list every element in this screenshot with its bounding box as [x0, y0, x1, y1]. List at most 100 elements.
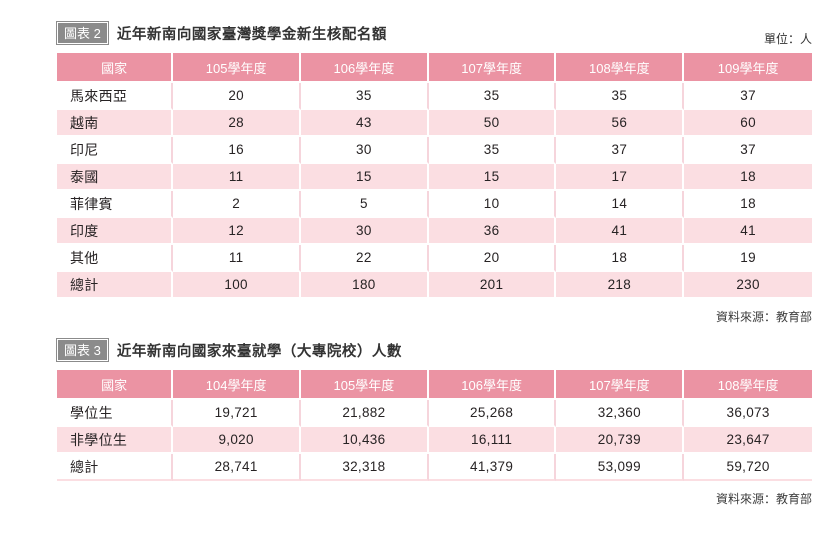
data-cell: 19 — [684, 245, 812, 272]
row-label: 學位生 — [57, 400, 174, 427]
data-cell: 53,099 — [556, 454, 685, 481]
data-cell: 20,739 — [556, 427, 685, 454]
row-label: 越南 — [57, 110, 174, 137]
row-label: 菲律賓 — [57, 191, 174, 218]
data-cell: 10,436 — [301, 427, 429, 454]
data-cell: 37 — [684, 83, 812, 110]
table-row: 其他 11 22 20 18 19 — [57, 245, 812, 272]
header-row: 國家 104學年度 105學年度 106學年度 107學年度 108學年度 — [57, 370, 812, 400]
table-row: 馬來西亞 20 35 35 35 37 — [57, 83, 812, 110]
table-row: 總計 28,741 32,318 41,379 53,099 59,720 — [57, 454, 812, 481]
table-row: 印尼 16 30 35 37 37 — [57, 137, 812, 164]
column-header: 108學年度 — [684, 370, 812, 400]
data-cell: 37 — [684, 137, 812, 164]
table-row: 學位生 19,721 21,882 25,268 32,360 36,073 — [57, 400, 812, 427]
table-row: 菲律賓 2 5 10 14 18 — [57, 191, 812, 218]
table-row: 非學位生 9,020 10,436 16,111 20,739 23,647 — [57, 427, 812, 454]
data-cell: 18 — [556, 245, 685, 272]
column-header: 109學年度 — [684, 53, 812, 83]
data-cell: 12 — [173, 218, 301, 245]
row-label: 總計 — [57, 454, 174, 481]
data-cell: 59,720 — [684, 454, 812, 481]
row-label: 泰國 — [57, 164, 174, 191]
data-cell: 35 — [556, 83, 685, 110]
column-header: 108學年度 — [556, 53, 685, 83]
data-cell: 2 — [173, 191, 301, 218]
table3-source: 資料來源：教育部 — [715, 492, 812, 506]
data-cell: 218 — [556, 272, 685, 299]
table-row: 總計 100 180 201 218 230 — [57, 272, 812, 299]
data-cell: 36,073 — [684, 400, 812, 427]
document-page: 圖表 2 近年新南向國家臺灣獎學金新生核配名額 單位：人 國家 105學年度 106… — [56, 21, 812, 517]
data-cell: 10 — [428, 191, 557, 218]
data-cell: 43 — [301, 110, 429, 137]
data-cell: 201 — [428, 272, 557, 299]
data-cell: 5 — [301, 191, 429, 218]
row-label: 馬來西亞 — [57, 83, 174, 110]
row-label: 非學位生 — [57, 427, 174, 454]
data-cell: 35 — [428, 137, 557, 164]
data-cell: 230 — [684, 272, 812, 299]
row-label: 其他 — [57, 245, 174, 272]
data-cell: 28 — [173, 110, 301, 137]
data-cell: 100 — [173, 272, 301, 299]
table-row: 泰國 11 15 15 17 18 — [57, 164, 812, 191]
data-cell: 30 — [301, 218, 429, 245]
data-cell: 14 — [556, 191, 685, 218]
column-header: 國家 — [57, 53, 174, 83]
students-table-section: 圖表 3 近年新南向國家來臺就學（大專院校）人數 國家 104學年度 105學年度 1… — [56, 338, 812, 517]
column-header: 104學年度 — [173, 370, 301, 400]
data-cell: 23,647 — [684, 427, 812, 454]
data-cell: 41 — [556, 218, 685, 245]
data-cell: 15 — [428, 164, 557, 191]
data-cell: 30 — [301, 137, 429, 164]
data-cell: 37 — [556, 137, 685, 164]
table2-source: 資料來源：教育部 — [715, 310, 812, 324]
column-header: 107學年度 — [428, 53, 557, 83]
data-cell: 32,318 — [301, 454, 429, 481]
table2-title-row: 圖表 2 近年新南向國家臺灣獎學金新生核配名額 單位：人 — [56, 21, 812, 46]
data-cell: 28,741 — [173, 454, 301, 481]
column-header: 107學年度 — [556, 370, 685, 400]
row-label: 印尼 — [57, 137, 174, 164]
data-cell: 32,360 — [556, 400, 685, 427]
table2-title: 近年新南向國家臺灣獎學金新生核配名額 — [116, 26, 387, 43]
table-row: 印度 12 30 36 41 41 — [57, 218, 812, 245]
row-label: 總計 — [57, 272, 174, 299]
data-cell: 36 — [428, 218, 557, 245]
data-cell: 20 — [428, 245, 557, 272]
data-cell: 15 — [301, 164, 429, 191]
data-cell: 35 — [428, 83, 557, 110]
unit-label: 單位：人 — [763, 32, 812, 46]
data-cell: 17 — [556, 164, 685, 191]
table3-title: 近年新南向國家來臺就學（大專院校）人數 — [116, 343, 402, 360]
row-label: 印度 — [57, 218, 174, 245]
data-cell: 16,111 — [428, 427, 557, 454]
data-cell: 60 — [684, 110, 812, 137]
data-cell: 22 — [301, 245, 429, 272]
data-cell: 18 — [684, 191, 812, 218]
data-cell: 35 — [301, 83, 429, 110]
scholarship-table-section: 圖表 2 近年新南向國家臺灣獎學金新生核配名額 單位：人 國家 105學年度 106… — [56, 21, 812, 335]
data-cell: 11 — [173, 164, 301, 191]
data-cell: 9,020 — [173, 427, 301, 454]
data-cell: 21,882 — [301, 400, 429, 427]
scholarship-quota-table: 國家 105學年度 106學年度 107學年度 108學年度 109學年度 馬來西亞 20 35… — [57, 53, 812, 299]
column-header: 105學年度 — [173, 53, 301, 83]
data-cell: 11 — [173, 245, 301, 272]
students-count-table: 國家 104學年度 105學年度 106學年度 107學年度 108學年度 學位生 19,72… — [57, 370, 812, 481]
figure-3-badge: 圖表 3 — [56, 338, 109, 362]
data-cell: 25,268 — [428, 400, 557, 427]
data-cell: 18 — [684, 164, 812, 191]
data-cell: 50 — [428, 110, 557, 137]
table-row: 越南 28 43 50 56 60 — [57, 110, 812, 137]
column-header: 106學年度 — [301, 53, 429, 83]
column-header: 105學年度 — [301, 370, 429, 400]
data-cell: 41,379 — [428, 454, 557, 481]
table3-title-row: 圖表 3 近年新南向國家來臺就學（大專院校）人數 — [56, 338, 812, 362]
data-cell: 20 — [173, 83, 301, 110]
column-header: 國家 — [57, 370, 174, 400]
header-row: 國家 105學年度 106學年度 107學年度 108學年度 109學年度 — [57, 53, 812, 83]
data-cell: 19,721 — [173, 400, 301, 427]
data-cell: 16 — [173, 137, 301, 164]
